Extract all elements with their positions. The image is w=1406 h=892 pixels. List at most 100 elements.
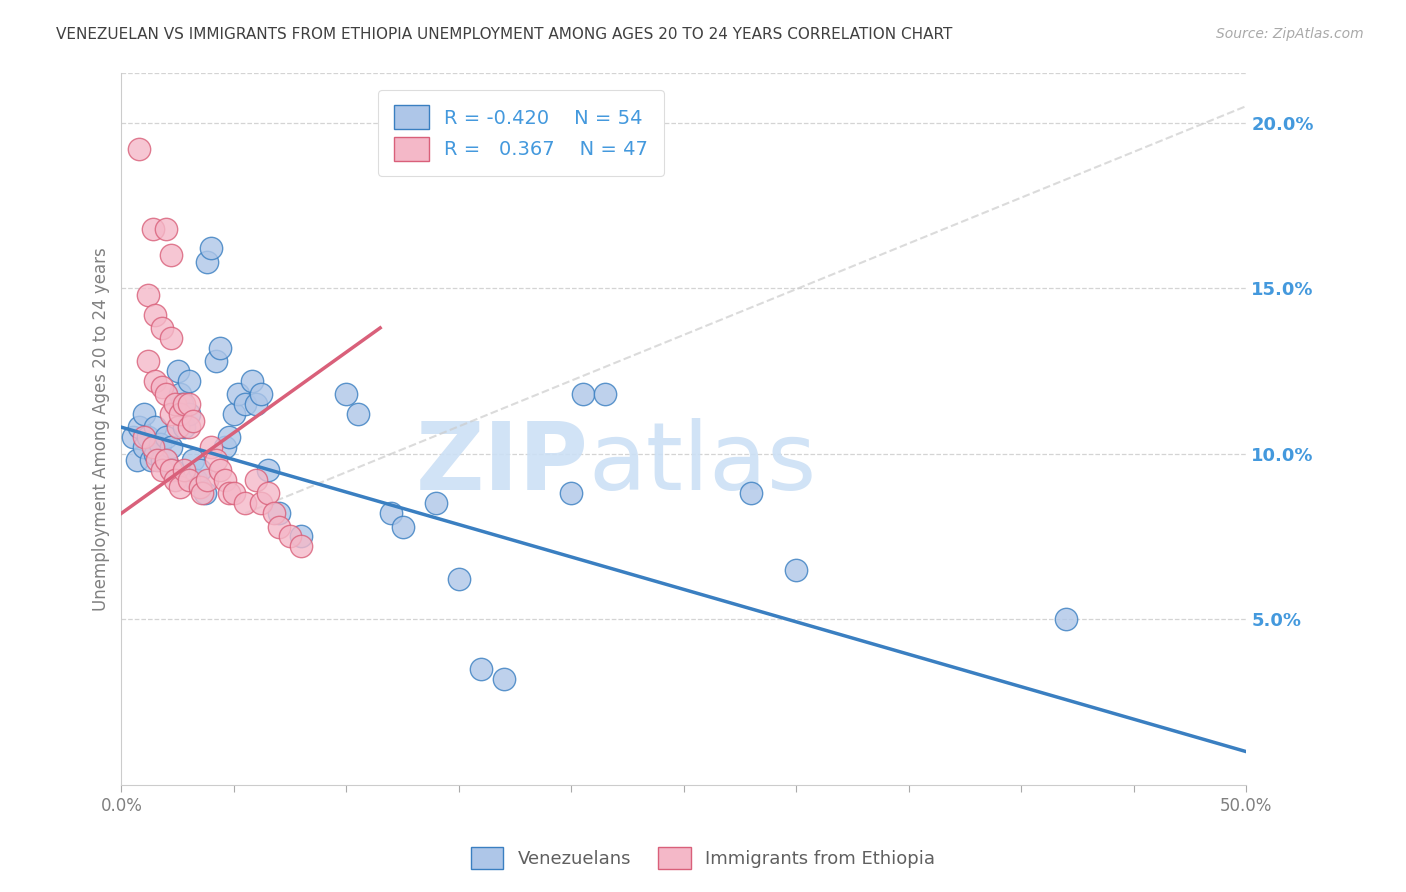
Point: [1054, 612, 1077, 626]
Point: [195, 254, 218, 268]
Point: [194, 486, 217, 500]
Point: [218, 486, 240, 500]
Point: [132, 430, 155, 444]
Point: [150, 463, 173, 477]
Point: [188, 463, 211, 477]
Point: [177, 420, 200, 434]
Point: [205, 453, 228, 467]
Point: [160, 248, 183, 262]
Point: [138, 354, 160, 368]
Point: [162, 463, 184, 477]
Point: [177, 374, 200, 388]
Point: [184, 473, 207, 487]
Point: [155, 453, 177, 467]
Point: [143, 447, 166, 461]
Point: [172, 397, 194, 411]
Point: [233, 397, 256, 411]
Point: [155, 430, 177, 444]
Y-axis label: Unemployment Among Ages 20 to 24 years: Unemployment Among Ages 20 to 24 years: [93, 247, 110, 611]
Point: [245, 397, 267, 411]
Point: [222, 407, 245, 421]
Point: [290, 529, 312, 543]
Point: [380, 506, 402, 520]
Point: [155, 387, 177, 401]
Point: [121, 430, 143, 444]
Point: [183, 414, 205, 428]
Point: [250, 496, 273, 510]
Point: [142, 221, 165, 235]
Point: [166, 420, 188, 434]
Point: [169, 387, 191, 401]
Point: [127, 453, 149, 467]
Point: [195, 473, 218, 487]
Point: [160, 440, 183, 454]
Point: [138, 430, 160, 444]
Point: [143, 374, 166, 388]
Point: [470, 662, 492, 676]
Point: [240, 374, 263, 388]
Point: [142, 440, 165, 454]
Point: [150, 453, 173, 467]
Point: [200, 440, 222, 454]
Point: [278, 529, 301, 543]
Point: [128, 142, 150, 156]
Point: [177, 407, 200, 421]
Legend: R = -0.420    N = 54, R =   0.367    N = 47: R = -0.420 N = 54, R = 0.367 N = 47: [378, 90, 664, 176]
Point: [740, 486, 762, 500]
Point: [571, 387, 593, 401]
Point: [245, 473, 267, 487]
Point: [560, 486, 582, 500]
Text: atlas: atlas: [588, 418, 817, 510]
Point: [173, 420, 195, 434]
Point: [177, 473, 200, 487]
Point: [785, 563, 807, 577]
Point: [188, 480, 211, 494]
Point: [256, 486, 278, 500]
Point: [209, 463, 232, 477]
Point: [160, 463, 183, 477]
Point: [593, 387, 616, 401]
Point: [143, 308, 166, 322]
Text: ZIP: ZIP: [415, 418, 588, 510]
Point: [492, 672, 515, 686]
Point: [222, 486, 245, 500]
Point: [425, 496, 447, 510]
Point: [214, 473, 236, 487]
Point: [165, 473, 187, 487]
Point: [191, 486, 214, 500]
Point: [169, 407, 191, 421]
Point: [160, 407, 183, 421]
Point: [263, 506, 285, 520]
Point: [143, 420, 166, 434]
Point: [166, 364, 188, 378]
Point: [447, 573, 470, 587]
Point: [177, 397, 200, 411]
Point: [200, 242, 222, 256]
Point: [149, 436, 172, 450]
Text: Source: ZipAtlas.com: Source: ZipAtlas.com: [1216, 27, 1364, 41]
Point: [139, 453, 162, 467]
Point: [256, 463, 278, 477]
Point: [228, 387, 250, 401]
Point: [128, 420, 150, 434]
Point: [146, 453, 169, 467]
Point: [250, 387, 273, 401]
Point: [155, 221, 177, 235]
Point: [132, 407, 155, 421]
Point: [267, 506, 290, 520]
Point: [173, 397, 195, 411]
Point: [209, 341, 232, 355]
Point: [290, 540, 312, 554]
Point: [169, 480, 191, 494]
Point: [155, 453, 177, 467]
Point: [205, 354, 228, 368]
Point: [267, 519, 290, 533]
Point: [214, 440, 236, 454]
Point: [150, 321, 173, 335]
Point: [346, 407, 368, 421]
Point: [160, 331, 183, 345]
Point: [218, 430, 240, 444]
Text: VENEZUELAN VS IMMIGRANTS FROM ETHIOPIA UNEMPLOYMENT AMONG AGES 20 TO 24 YEARS CO: VENEZUELAN VS IMMIGRANTS FROM ETHIOPIA U…: [56, 27, 953, 42]
Point: [173, 463, 195, 477]
Point: [138, 287, 160, 301]
